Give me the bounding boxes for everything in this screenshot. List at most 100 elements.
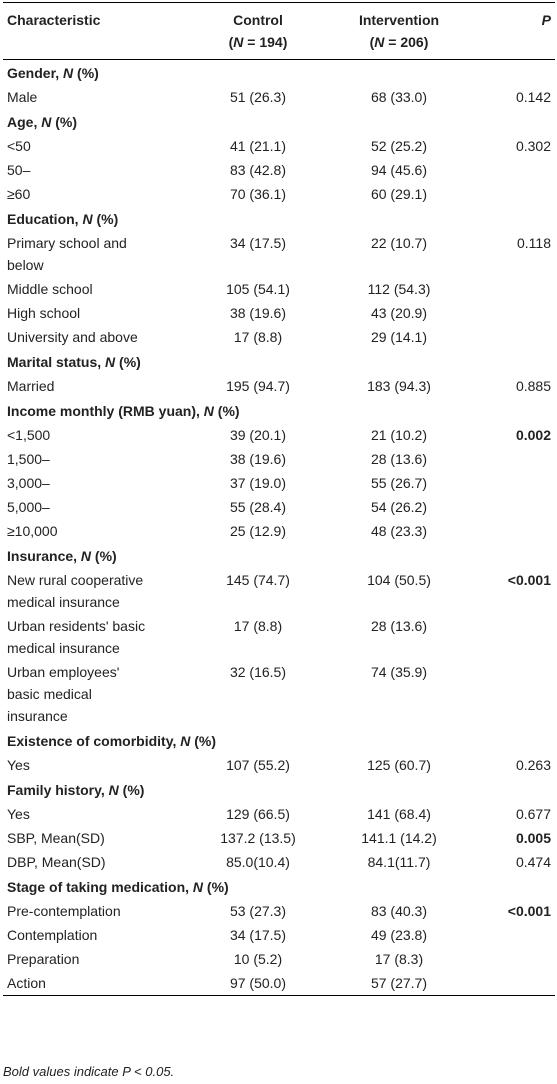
characteristic: Primary school and [7, 235, 127, 251]
table-header: Characteristic Control (N = 194) Interven… [3, 2, 555, 60]
data-row: ≥60 70 (36.1) 60 (29.1) [3, 182, 555, 206]
p-value: 0.263 [515, 757, 551, 773]
table-body: Gender, N (%) Male 51 (26.3) 68 (33.0) 0.142… [3, 60, 555, 996]
section-cell: Insurance, N (%) [3, 543, 555, 568]
cell: 83 (42.8) [229, 162, 287, 178]
cell: 68 (33.0) [370, 89, 428, 105]
cell: 22 (10.7) [370, 235, 428, 251]
cell [470, 471, 555, 495]
cell: 94 (45.6) [370, 162, 428, 178]
characteristic: Preparation [7, 951, 80, 967]
cell [470, 301, 555, 325]
cell: 41 (21.1) [229, 138, 287, 154]
cell [470, 182, 555, 206]
characteristic: 50– [7, 162, 31, 178]
cell: <0.001 [470, 899, 555, 923]
cell: <0.001 [470, 568, 555, 614]
characteristic: Yes [7, 806, 30, 822]
data-row: 5,000– 55 (28.4) 54 (26.2) [3, 495, 555, 519]
cell: 3,000– [3, 471, 188, 495]
characteristic: Pre-contemplation [7, 903, 121, 919]
cell: 34 (17.5) [229, 927, 287, 943]
cell [470, 447, 555, 471]
cell: Male [3, 85, 188, 109]
section-title: N [80, 548, 92, 564]
cell: 39 (20.1) [229, 427, 287, 443]
section-title: Family history, [7, 782, 109, 798]
section-title: (%) [51, 114, 78, 130]
section-cell: Education, N (%) [3, 206, 555, 231]
characteristic: Contemplation [7, 927, 98, 943]
cell: ≥10,000 [3, 519, 188, 543]
characteristic: Action [7, 975, 46, 991]
header-text: Characteristic [7, 12, 101, 28]
cell: 54 (26.2) [370, 499, 428, 515]
data-row: <1,500 39 (20.1) 21 (10.2) 0.002 [3, 423, 555, 447]
section-row: Existence of comorbidity, N (%) [3, 728, 555, 753]
data-row: Middle school 105 (54.1) 112 (54.3) [3, 277, 555, 301]
cell: Yes [3, 753, 188, 777]
characteristic: Married [7, 378, 55, 394]
section-title: (%) [190, 733, 217, 749]
cell: 1,500– [3, 447, 188, 471]
cell: Action [3, 971, 188, 996]
cell: 141 (68.4) [367, 806, 431, 822]
p-value: 0.677 [515, 806, 551, 822]
cell: 125 (60.7) [367, 757, 431, 773]
section-cell: Age, N (%) [3, 109, 555, 134]
cell: 70 (36.1) [229, 186, 287, 202]
cell: 50– [3, 158, 188, 182]
characteristic: University and above [7, 329, 138, 345]
cell [470, 947, 555, 971]
cell: 51 (26.3) [229, 89, 287, 105]
cell: 0.302 [470, 134, 555, 158]
data-row: Preparation 10 (5.2) 17 (8.3) [3, 947, 555, 971]
section-title: N [105, 354, 116, 370]
p-value: 0.474 [515, 854, 551, 870]
header-cell: Intervention (N = 206) [328, 3, 470, 60]
data-row: Urban employees' basic medical insurance 32… [3, 660, 555, 728]
section-title: (%) [118, 782, 145, 798]
characteristic: Yes [7, 757, 30, 773]
characteristic: Middle school [7, 281, 93, 297]
header-cell: Control (N = 194) [188, 3, 328, 60]
section-row: Income monthly (RMB yuan), N (%) [3, 398, 555, 423]
characteristic: <50 [7, 138, 31, 154]
cell: 97 (50.0) [229, 975, 287, 991]
data-row: Yes 107 (55.2) 125 (60.7) 0.263 [3, 753, 555, 777]
section-cell: Existence of comorbidity, N (%) [3, 728, 555, 753]
cell: 129 (66.5) [226, 806, 290, 822]
cell: 17 (8.8) [233, 329, 283, 345]
data-row: New rural cooperative medical insurance 14… [3, 568, 555, 614]
section-title: (%) [92, 211, 119, 227]
data-row: Action 97 (50.0) 57 (27.7) [3, 971, 555, 996]
cell: Yes [3, 802, 188, 826]
data-row: Married 195 (94.7) 183 (94.3) 0.885 [3, 374, 555, 398]
header-n: ( [369, 34, 375, 50]
cell: 55 (28.4) [229, 499, 287, 515]
section-title: Stage of taking medication, [7, 879, 193, 895]
header-n: N [233, 34, 244, 50]
cell [470, 971, 555, 996]
cell: 25 (12.9) [229, 523, 287, 539]
section-cell: Family history, N (%) [3, 777, 555, 802]
cell: University and above [3, 325, 188, 349]
characteristic: <1,500 [7, 427, 51, 443]
data-row: 1,500– 38 (19.6) 28 (13.6) [3, 447, 555, 471]
data-row: 50– 83 (42.8) 94 (45.6) [3, 158, 555, 182]
cell: 53 (27.3) [229, 903, 287, 919]
section-cell: Gender, N (%) [3, 60, 555, 86]
characteristic: SBP, Mean(SD) [7, 830, 105, 846]
cell: 0.677 [470, 802, 555, 826]
characteristic: 3,000– [7, 475, 50, 491]
section-row: Education, N (%) [3, 206, 555, 231]
cell: 38 (19.6) [229, 451, 287, 467]
data-row: Contemplation 34 (17.5) 49 (23.8) [3, 923, 555, 947]
cell: <50 [3, 134, 188, 158]
cell: 60 (29.1) [370, 186, 428, 202]
cell: DBP, Mean(SD) [3, 850, 188, 874]
data-table: Characteristic Control (N = 194) Interven… [3, 2, 555, 996]
characteristic: Urban employees' [7, 664, 120, 680]
p-value: 0.302 [515, 138, 551, 154]
